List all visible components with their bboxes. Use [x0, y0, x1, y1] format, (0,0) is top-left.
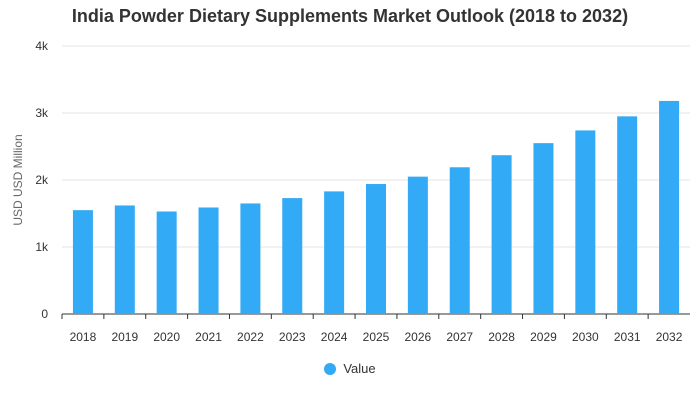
x-tick-label: 2031 [614, 330, 641, 344]
x-tick-label: 2020 [153, 330, 180, 344]
x-tick-label: 2019 [111, 330, 138, 344]
chart-title: India Powder Dietary Supplements Market … [71, 6, 629, 26]
legend: Value [0, 361, 700, 376]
y-tick-label: 0 [41, 307, 48, 321]
x-tick-label: 2032 [656, 330, 683, 344]
bar-2027 [449, 167, 470, 314]
bar-2025 [366, 184, 386, 314]
bar-2018 [72, 210, 93, 314]
bar-2021 [198, 207, 219, 314]
x-tick-label: 2022 [237, 330, 264, 344]
bar-2028 [491, 155, 512, 314]
x-tick-label: 2029 [530, 330, 557, 344]
bar-chart: 2018 2019 2020 2021 2022 2023 2024 2025 2026 2027… [11, 39, 690, 344]
x-tick-label: 2028 [488, 330, 515, 344]
x-tick-label: 2021 [195, 330, 222, 344]
bar-2023 [282, 198, 303, 314]
y-axis-label: USD USD Million [11, 134, 25, 225]
bar-2026 [407, 176, 428, 314]
x-tick-label: 2024 [321, 330, 348, 344]
bar-2019 [114, 205, 135, 314]
x-tick-label: 2026 [405, 330, 432, 344]
y-tick-label: 1k [35, 240, 49, 254]
y-axis: 0 1k 2k 3k 4k [35, 39, 49, 321]
x-tick-label: 2030 [572, 330, 599, 344]
y-tick-label: 2k [35, 173, 49, 187]
bars [72, 100, 680, 314]
bar-2022 [240, 203, 261, 314]
x-axis: 2018 2019 2020 2021 2022 2023 2024 2025 2026 2027… [61, 314, 683, 344]
bar-2032 [659, 100, 680, 314]
x-tick-label: 2018 [70, 330, 97, 344]
x-tick-label: 2027 [446, 330, 473, 344]
x-tick-label: 2023 [279, 330, 306, 344]
legend-label-value: Value [343, 361, 376, 376]
bar-2031 [617, 116, 638, 314]
bar-2030 [575, 130, 596, 314]
bar-2024 [324, 191, 345, 314]
y-tick-label: 3k [35, 106, 49, 120]
y-tick-label: 4k [35, 39, 49, 53]
bar-2029 [533, 143, 554, 314]
bar-2020 [156, 211, 177, 314]
x-tick-label: 2025 [363, 330, 390, 344]
legend-marker-value [324, 362, 337, 375]
